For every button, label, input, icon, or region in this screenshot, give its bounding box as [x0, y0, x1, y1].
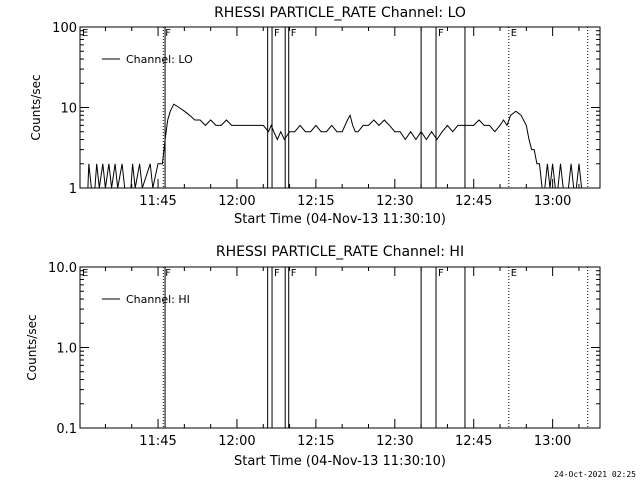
chart-title: RHESSI PARTICLE_RATE Channel: HI	[216, 244, 464, 260]
event-marker-label: F	[438, 268, 444, 279]
chart-title: RHESSI PARTICLE_RATE Channel: LO	[214, 5, 466, 21]
event-marker-label: F	[165, 28, 171, 39]
x-axis-label: Start Time (04-Nov-13 11:30:10)	[234, 212, 446, 227]
plot-frame	[79, 266, 601, 429]
x-tick-label: 12:30	[376, 194, 413, 209]
y-tick-label: 100	[52, 21, 77, 36]
x-tick-label: 12:15	[297, 434, 334, 449]
x-tick-label: 11:45	[139, 434, 176, 449]
event-marker-label: F	[274, 268, 280, 279]
x-tick-label: 12:00	[218, 434, 255, 449]
event-marker-label: F	[291, 268, 297, 279]
legend: Channel: LO	[102, 53, 193, 66]
x-tick-label: 12:45	[455, 434, 492, 449]
y-axis-label: Counts/sec	[25, 314, 39, 380]
chart-panel-1: RHESSI PARTICLE_RATE Channel: LO Counts/s…	[29, 5, 601, 227]
x-tick-label: 13:00	[534, 194, 571, 209]
event-marker-label: E	[511, 28, 517, 39]
footer-timestamp: 24-Oct-2021 02:25	[554, 470, 636, 479]
y-tick-label: 0.1	[56, 422, 77, 437]
y-tick-label: 10.0	[48, 261, 77, 276]
y-axis-label: Counts/sec	[29, 74, 43, 140]
event-marker-label: F	[438, 28, 444, 39]
x-tick-label: 12:45	[455, 194, 492, 209]
x-tick-label: 12:15	[297, 194, 334, 209]
legend: Channel: HI	[102, 293, 190, 306]
y-tick-label: 1.0	[56, 342, 77, 357]
chart-panel-2: RHESSI PARTICLE_RATE Channel: HI Counts/s…	[25, 244, 601, 469]
legend-entry: Channel: LO	[126, 53, 193, 66]
y-tick-label: 10	[60, 102, 77, 117]
x-axis-label: Start Time (04-Nov-13 11:30:10)	[234, 454, 446, 469]
x-tick-label: 11:45	[139, 194, 176, 209]
event-marker-label: F	[291, 28, 297, 39]
x-tick-label: 12:00	[218, 194, 255, 209]
event-marker-label: E	[82, 268, 88, 279]
event-marker-label: F	[274, 28, 280, 39]
x-tick-label: 13:00	[534, 434, 571, 449]
legend-entry: Channel: HI	[126, 293, 190, 306]
event-marker-label: F	[165, 268, 171, 279]
x-tick-label: 12:30	[376, 434, 413, 449]
event-marker-label: E	[82, 28, 88, 39]
event-marker-label: E	[511, 268, 517, 279]
y-tick-label: 1	[69, 182, 77, 197]
data-series-line	[81, 103, 585, 189]
